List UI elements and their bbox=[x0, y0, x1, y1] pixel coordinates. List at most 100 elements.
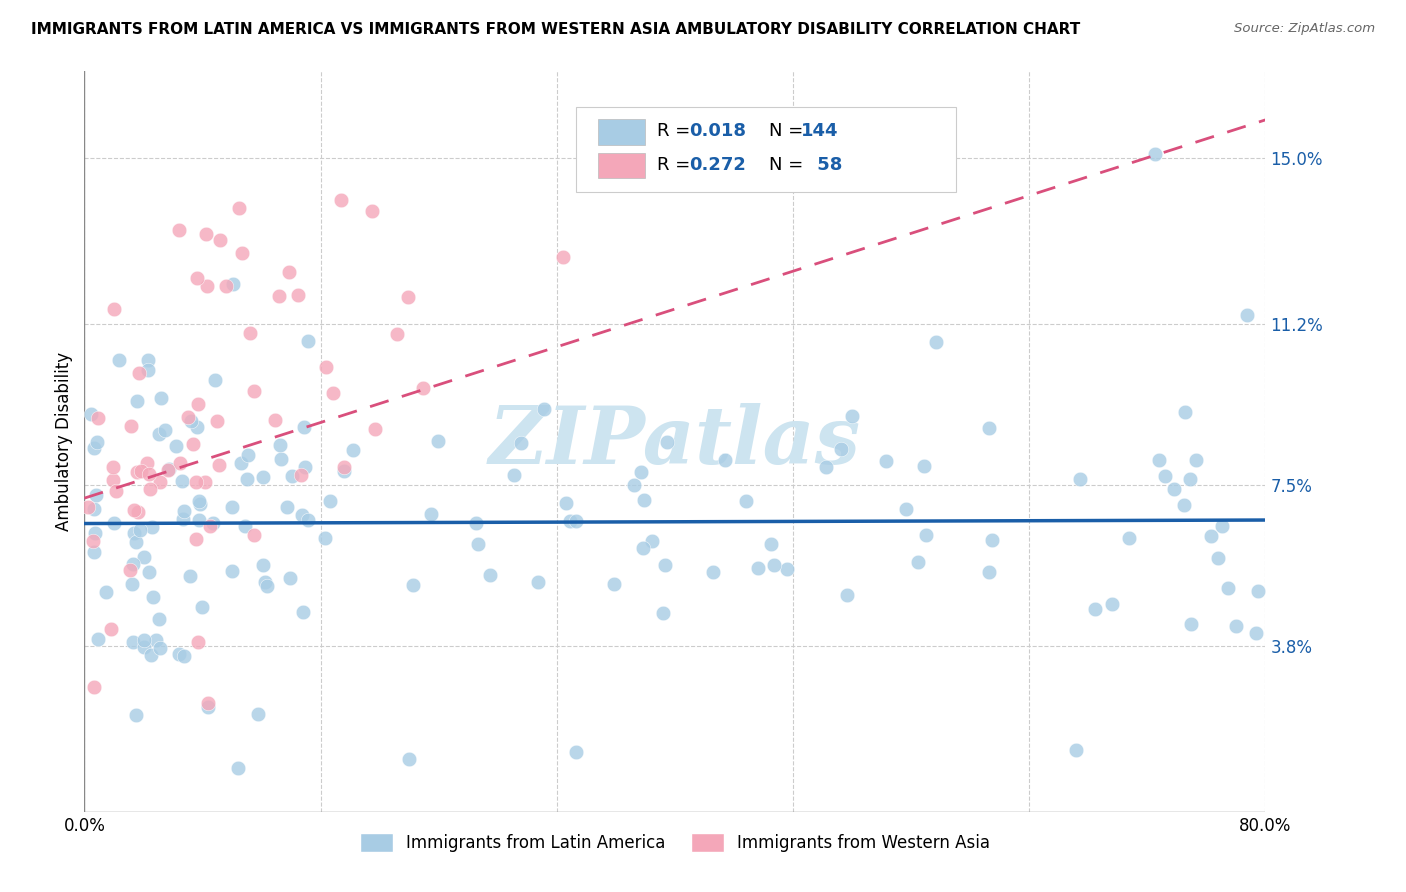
Point bbox=[238, 448, 260, 462]
Point bbox=[269, 438, 291, 452]
Point bbox=[655, 435, 678, 450]
Point bbox=[138, 352, 160, 367]
Point bbox=[190, 600, 212, 615]
Point bbox=[194, 475, 217, 490]
Point bbox=[526, 574, 548, 589]
Point bbox=[633, 541, 655, 555]
Point bbox=[229, 456, 252, 470]
Point bbox=[602, 576, 624, 591]
Point bbox=[1153, 468, 1175, 483]
Point bbox=[136, 363, 159, 377]
Point bbox=[239, 326, 262, 341]
Point bbox=[138, 467, 160, 481]
Point bbox=[148, 427, 170, 442]
Point bbox=[502, 468, 524, 483]
Point bbox=[1101, 597, 1123, 611]
Point bbox=[912, 458, 935, 473]
Point bbox=[141, 648, 163, 662]
Point bbox=[205, 414, 228, 428]
Point bbox=[170, 474, 193, 488]
Point bbox=[419, 507, 441, 521]
Point bbox=[1225, 619, 1247, 633]
Point bbox=[103, 302, 125, 317]
Point bbox=[364, 422, 387, 436]
Point bbox=[221, 500, 243, 515]
Point bbox=[221, 277, 243, 292]
Point bbox=[231, 246, 253, 260]
Point bbox=[127, 466, 149, 480]
Point bbox=[651, 606, 673, 620]
Point bbox=[479, 568, 502, 582]
Point bbox=[759, 537, 782, 551]
Point bbox=[1178, 472, 1201, 486]
Point bbox=[555, 496, 578, 510]
Point bbox=[236, 472, 259, 486]
Point bbox=[180, 414, 202, 428]
Point bbox=[187, 635, 209, 649]
Point bbox=[94, 585, 117, 599]
Text: R =: R = bbox=[657, 122, 696, 140]
Point bbox=[198, 518, 221, 533]
Point bbox=[141, 591, 163, 605]
Point bbox=[83, 442, 105, 456]
Point bbox=[121, 635, 143, 649]
Point bbox=[361, 203, 384, 218]
Text: 0.018: 0.018 bbox=[689, 122, 747, 140]
Point bbox=[100, 623, 122, 637]
Point bbox=[233, 518, 256, 533]
Point bbox=[322, 385, 344, 400]
Point bbox=[80, 407, 103, 421]
Point bbox=[292, 420, 315, 434]
Point bbox=[188, 493, 211, 508]
Point bbox=[101, 460, 124, 475]
Point bbox=[108, 353, 131, 368]
Point bbox=[630, 466, 652, 480]
Point bbox=[148, 611, 170, 625]
Point bbox=[1064, 743, 1087, 757]
Point bbox=[1069, 472, 1091, 486]
Point bbox=[83, 502, 105, 516]
Point bbox=[291, 605, 314, 619]
Point bbox=[169, 456, 191, 470]
Point bbox=[228, 201, 250, 215]
Point bbox=[84, 526, 107, 541]
Point bbox=[1244, 626, 1267, 640]
Point bbox=[402, 578, 425, 592]
Point bbox=[136, 456, 159, 470]
Point bbox=[702, 566, 724, 580]
Point bbox=[167, 223, 190, 237]
Text: ZIPatlas: ZIPatlas bbox=[489, 403, 860, 480]
Point bbox=[181, 436, 204, 450]
Point bbox=[125, 393, 148, 408]
Point bbox=[82, 533, 104, 548]
Point bbox=[83, 680, 105, 694]
Point bbox=[172, 512, 194, 526]
Text: 0.272: 0.272 bbox=[689, 156, 745, 174]
Point bbox=[287, 288, 309, 302]
Text: Source: ZipAtlas.com: Source: ZipAtlas.com bbox=[1234, 22, 1375, 36]
Point bbox=[270, 452, 292, 467]
Point bbox=[195, 227, 218, 241]
Point bbox=[342, 443, 364, 458]
Point bbox=[714, 453, 737, 467]
Point bbox=[197, 700, 219, 714]
Point bbox=[1084, 602, 1107, 616]
Point bbox=[105, 484, 128, 499]
Point bbox=[396, 290, 419, 304]
Point bbox=[165, 439, 187, 453]
Point bbox=[190, 497, 212, 511]
Point bbox=[1201, 529, 1223, 543]
Point bbox=[267, 289, 290, 303]
Point bbox=[173, 504, 195, 518]
Point bbox=[841, 409, 863, 424]
Point bbox=[297, 334, 319, 348]
Point bbox=[173, 648, 195, 663]
Point bbox=[291, 508, 314, 522]
Point bbox=[564, 745, 586, 759]
Point bbox=[558, 514, 581, 528]
Point bbox=[149, 392, 172, 406]
Point bbox=[122, 558, 145, 572]
Point bbox=[1174, 405, 1197, 419]
Point bbox=[276, 500, 298, 515]
Point bbox=[121, 576, 143, 591]
